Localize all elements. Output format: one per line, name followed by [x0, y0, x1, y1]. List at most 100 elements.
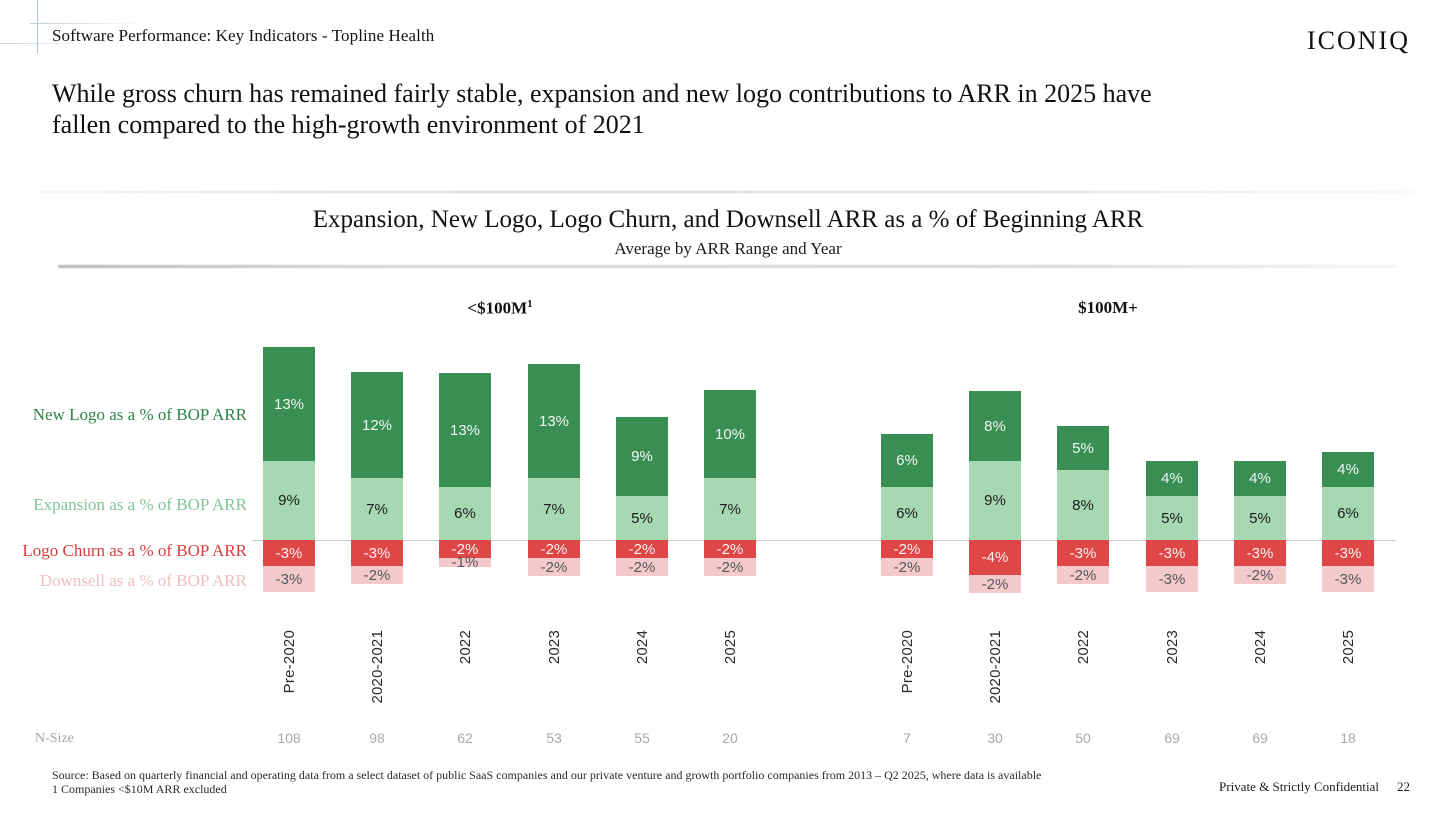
n-size-value: 53 [546, 730, 562, 746]
bar-segment: -2% [528, 558, 580, 576]
bar-value-label: 13% [273, 395, 305, 413]
n-size-value: 108 [277, 730, 301, 746]
category-label: 2022 [1057, 630, 1109, 742]
bar-segment: -2% [528, 540, 580, 558]
bar-segment: 12% [351, 372, 403, 478]
category-label: 2023 [1146, 630, 1198, 742]
bar-value-label: -2% [540, 558, 568, 576]
bar-value-label: -2% [451, 540, 479, 558]
n-size-row-label: N-Size [35, 731, 74, 746]
bar-value-label: -3% [1158, 544, 1186, 562]
bar-value-label: -3% [1069, 544, 1097, 562]
bar-value-label: 5% [1161, 509, 1183, 527]
bar-value-label: -3% [1334, 570, 1362, 588]
bar-value-label: 9% [278, 492, 300, 509]
bar-segment: -2% [1057, 566, 1109, 584]
bar-segment: 13% [439, 373, 491, 487]
page-number: 22 [1397, 779, 1410, 794]
bar-segment: 5% [1234, 496, 1286, 540]
bar-value-label: -2% [1246, 566, 1274, 584]
bar-value-label: 6% [1337, 505, 1359, 522]
bar-value-label: -3% [1158, 570, 1186, 588]
bar-segment: 6% [439, 487, 491, 540]
bar-value-label: 6% [454, 505, 476, 522]
n-size-value: 69 [1164, 730, 1180, 746]
bar-segment: -3% [1322, 540, 1374, 566]
corner-line-horizontal-bottom [0, 43, 76, 44]
footer-right: Private & Strictly Confidential 22 [1219, 779, 1410, 795]
bar-value-label: 9% [984, 492, 1006, 509]
bar-segment: 8% [969, 391, 1021, 461]
bar-value-label: 5% [631, 509, 653, 527]
category-label: 2024 [1234, 630, 1286, 742]
category-label-text: 2025 [1339, 630, 1357, 665]
series-label-2: Expansion as a % of BOP ARR [33, 495, 247, 514]
category-label: 2022 [439, 630, 491, 742]
category-label-text: Pre-2020 [898, 630, 916, 694]
bar-value-label: -2% [981, 575, 1009, 593]
bar-segment: -3% [1146, 540, 1198, 566]
bar-segment: 9% [969, 461, 1021, 540]
bar-segment: 13% [528, 364, 580, 478]
category-label-text: 2024 [1251, 630, 1269, 665]
bar-segment: 13% [263, 347, 315, 461]
bar-segment: -2% [616, 540, 668, 558]
bar-segment: -2% [969, 575, 1021, 593]
bar-value-label: -3% [1246, 544, 1274, 562]
bar-value-label: -3% [275, 544, 303, 562]
bar-value-label: -4% [981, 549, 1009, 566]
bar-value-label: 13% [449, 421, 481, 439]
confidentiality-notice: Private & Strictly Confidential [1219, 779, 1379, 794]
bar-segment: 10% [704, 390, 756, 478]
bar-value-label: 10% [714, 425, 746, 443]
n-size-value: 55 [634, 730, 650, 746]
bar-segment: -2% [881, 558, 933, 576]
bar-segment: 9% [263, 461, 315, 540]
bar-segment: -2% [439, 540, 491, 558]
n-size-value: 50 [1075, 730, 1091, 746]
bar-segment: -2% [881, 540, 933, 558]
group-header-1: <$100M1 [467, 298, 533, 318]
bar-value-label: 12% [361, 416, 393, 434]
bar-segment: -2% [704, 558, 756, 576]
bar-value-label: 8% [984, 417, 1006, 435]
corner-line-vertical [37, 0, 38, 53]
source-note-line-2: 1 Companies <$10M ARR excluded [52, 782, 227, 796]
n-size-value: 62 [457, 730, 473, 746]
chart-zero-axis [252, 540, 1396, 541]
bar-segment: -3% [263, 540, 315, 566]
category-label: 2020-2021 [351, 630, 403, 742]
bar-segment: 4% [1322, 452, 1374, 487]
bar-segment: 5% [1146, 496, 1198, 540]
bar-segment: -3% [351, 540, 403, 566]
iconiq-logo: ICONIQ [1307, 26, 1410, 55]
bar-segment: -2% [351, 566, 403, 584]
n-size-value: 98 [369, 730, 385, 746]
corner-line-horizontal-top [30, 23, 148, 24]
bar-value-label: 6% [896, 452, 918, 469]
n-size-value: 69 [1252, 730, 1268, 746]
group-header-2: $100M+ [1078, 298, 1138, 317]
bar-segment: 5% [616, 496, 668, 540]
n-size-value: 18 [1340, 730, 1356, 746]
bar-value-label: 5% [1072, 439, 1094, 457]
series-label-1: New Logo as a % of BOP ARR [32, 405, 247, 424]
bar-segment: 6% [881, 487, 933, 540]
bar-value-label: 5% [1249, 509, 1271, 527]
category-label-text: 2024 [633, 630, 651, 665]
category-label: Pre-2020 [263, 630, 315, 742]
bar-segment: 7% [704, 478, 756, 540]
bar-segment: -2% [616, 558, 668, 576]
bar-value-label: -3% [363, 544, 391, 562]
category-label: 2025 [704, 630, 756, 742]
bar-value-label: 4% [1337, 461, 1359, 478]
bar-value-label: -2% [1069, 566, 1097, 584]
bar-value-label: -2% [893, 558, 921, 576]
category-label-text: 2023 [1163, 630, 1181, 665]
n-size-value: 20 [722, 730, 738, 746]
source-note-line-1: Source: Based on quarterly financial and… [52, 768, 1042, 782]
bar-value-label: -3% [1334, 544, 1362, 562]
category-label: 2025 [1322, 630, 1374, 742]
series-label-3: Logo Churn as a % of BOP ARR [22, 541, 247, 560]
